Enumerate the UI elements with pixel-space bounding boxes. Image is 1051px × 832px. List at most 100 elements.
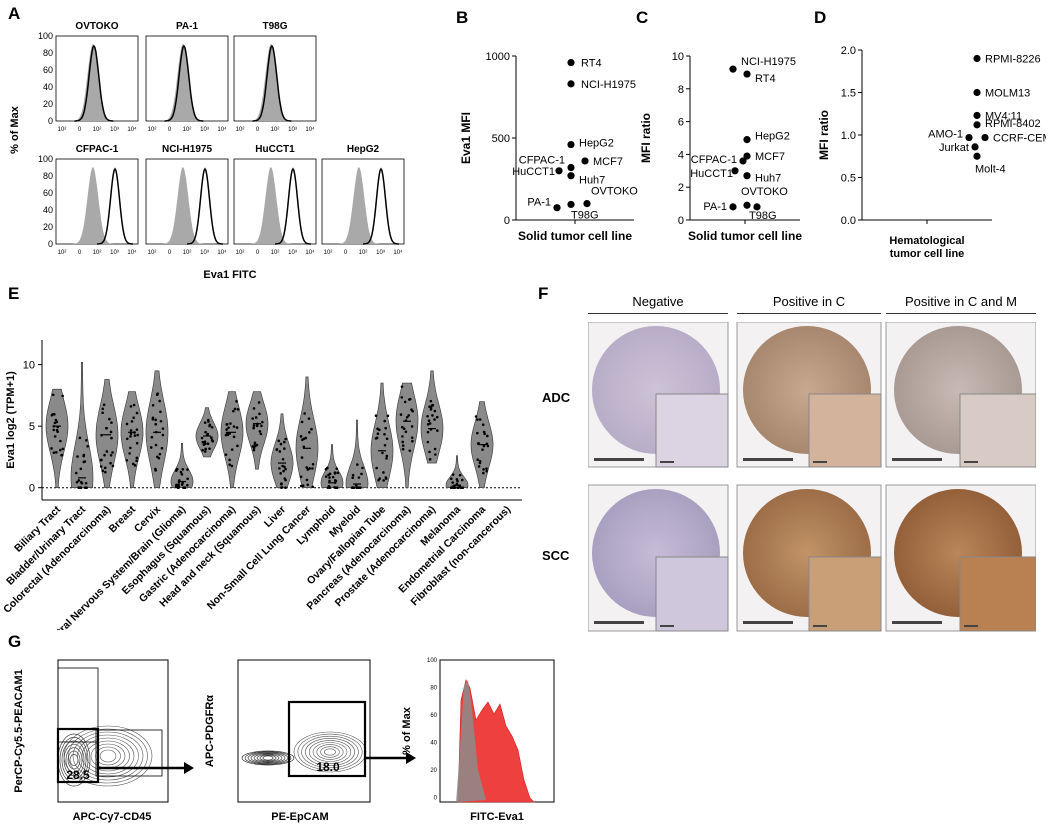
y-tick-label: 0 bbox=[504, 215, 510, 227]
histogram-eva1 bbox=[187, 167, 223, 245]
x-tick-label: 10² bbox=[183, 250, 192, 256]
y-tick-label: 60 bbox=[43, 188, 53, 198]
violin-melanoma bbox=[445, 455, 469, 489]
histogram-isotype bbox=[337, 167, 380, 244]
y-axis-label: MFI ratio bbox=[639, 113, 653, 163]
ihc-header-positive-c-m: Positive in C and M bbox=[905, 294, 1017, 309]
x-tick-label: 10² bbox=[93, 250, 102, 256]
panel-letter-f: F bbox=[538, 284, 549, 303]
panel-letter-b: B bbox=[456, 8, 469, 27]
point-label: RT4 bbox=[581, 58, 602, 70]
x-tick-label: 10³ bbox=[200, 127, 209, 133]
point-label: T98G bbox=[571, 209, 599, 221]
gate-value-2: 18.0 bbox=[316, 760, 340, 774]
point-label: Molt-4 bbox=[975, 163, 1006, 175]
panel-a-x-label: Eva1 FITC bbox=[203, 269, 256, 281]
point-label: RPMI-8226 bbox=[985, 54, 1041, 66]
ihc-scc-positive-c-m bbox=[885, 484, 1036, 632]
data-point-nci-h1975 bbox=[567, 80, 575, 88]
violin-biliary-tract bbox=[45, 388, 69, 488]
x-tick-label: 10² bbox=[236, 127, 245, 133]
point-label: NCI-H1975 bbox=[581, 79, 636, 91]
violin-cervix bbox=[145, 370, 169, 488]
histogram-isotype bbox=[456, 680, 486, 802]
y-tick-label: 80 bbox=[43, 171, 53, 181]
data-point-ovtoko bbox=[743, 201, 751, 209]
y-tick-label: 6 bbox=[678, 117, 684, 129]
flow-plot1-x-label: APC-Cy7-CD45 bbox=[73, 811, 152, 823]
x-axis-label: Solid tumor cell line bbox=[518, 229, 632, 243]
flow-plot1-y-label: PerCP-Cy5.5-PEACAM1 bbox=[13, 669, 25, 792]
gate-value-1: 28.5 bbox=[66, 768, 90, 782]
histogram-t98g: T98G 10² 0 10² 10³ 10⁴ bbox=[233, 21, 317, 133]
x-tick-label: 10³ bbox=[110, 250, 119, 256]
y-tick-label: 0 bbox=[29, 483, 35, 495]
y-tick-label: 20 bbox=[430, 768, 437, 774]
histogram-isotype bbox=[161, 167, 204, 244]
y-tick-label: 100 bbox=[38, 154, 53, 164]
x-tick-label: 10⁴ bbox=[217, 126, 227, 133]
violin-myeloid bbox=[345, 419, 369, 489]
y-tick-label: 0.5 bbox=[841, 173, 856, 185]
point-label: HepG2 bbox=[755, 131, 790, 143]
panel-letter-e: E bbox=[8, 284, 20, 303]
data-point-hepg2 bbox=[743, 136, 751, 144]
histogram-title: OVTOKO bbox=[75, 21, 118, 32]
violin-ovary-fallopian-tube bbox=[370, 382, 394, 488]
x-tick-label: 0 bbox=[256, 127, 260, 133]
histogram-title: PA-1 bbox=[176, 21, 198, 32]
y-tick-label: 500 bbox=[492, 133, 510, 145]
x-axis-label-line1: Hematological bbox=[889, 235, 964, 247]
y-tick-label: 1.5 bbox=[841, 88, 856, 100]
x-tick-label: 0 bbox=[168, 127, 172, 133]
histogram-title: HepG2 bbox=[347, 144, 380, 155]
violin-central-nervous-system-brain-glioma- bbox=[170, 443, 194, 489]
histogram-isotype bbox=[71, 44, 114, 121]
point-label: MCF7 bbox=[593, 156, 623, 168]
panel-b-scatter: 1000 500 0 RT4 NCI-H1975 HepG2 MCF7 CFPAC-1HuCC… bbox=[459, 51, 638, 243]
ihc-header-positive-c: Positive in C bbox=[772, 294, 846, 309]
y-axis-label: MFI ratio bbox=[817, 110, 831, 160]
x-tick-label: 10³ bbox=[200, 250, 209, 256]
x-tick-label: 10⁴ bbox=[127, 249, 137, 256]
y-axis-label: Eva1 log2 (TPM+1) bbox=[5, 371, 17, 469]
category-label: Breast bbox=[107, 503, 139, 535]
ihc-adc-positive-c bbox=[736, 322, 882, 468]
x-tick-label: 10³ bbox=[110, 127, 119, 133]
y-tick-label: 2 bbox=[678, 182, 684, 194]
histogram-isotype bbox=[249, 167, 292, 244]
flow-plot-epcam: 18.0 APC-PDGFRα PE-EpCAM bbox=[204, 659, 371, 823]
flow-plot2-x-label: PE-EpCAM bbox=[271, 811, 328, 823]
data-point-hucct1 bbox=[555, 167, 563, 175]
x-tick-label: 10⁴ bbox=[305, 249, 315, 256]
x-axis-label-line2: tumor cell line bbox=[890, 248, 965, 260]
violin-breast bbox=[120, 391, 144, 488]
y-tick-label: 20 bbox=[43, 222, 53, 232]
x-tick-label: 10² bbox=[183, 127, 192, 133]
point-label: T98G bbox=[749, 210, 777, 222]
point-label: Huh7 bbox=[755, 173, 781, 185]
ihc-row-scc: SCC bbox=[542, 548, 570, 563]
violin-lymphoid bbox=[320, 444, 344, 489]
y-tick-label: 60 bbox=[430, 713, 437, 719]
panel-a-y-label: % of Max bbox=[9, 105, 21, 154]
violin-head-and-neck-squamous- bbox=[245, 391, 269, 470]
data-point-mcf7 bbox=[581, 157, 589, 165]
data-point-t98g bbox=[567, 200, 575, 209]
violin-pancreas-adenocarcinoma- bbox=[395, 382, 419, 488]
x-tick-label: 10³ bbox=[288, 127, 297, 133]
y-tick-label: 100 bbox=[38, 31, 53, 41]
histogram-nci-h1975: NCI-H1975 10² 0 10² 10³ 10⁴ bbox=[145, 144, 229, 256]
data-point-mv4-11 bbox=[973, 111, 981, 120]
panel-c-scatter: 10 8 6 4 2 0 NCI-H1975 RT4 HepG2 MCF7 CFPAC-1 HuCCT… bbox=[639, 51, 802, 243]
violin-esophagus-squamous- bbox=[195, 407, 219, 458]
y-tick-label: 1000 bbox=[486, 51, 510, 63]
panel-letter-d: D bbox=[814, 8, 827, 27]
data-point-huh7 bbox=[567, 172, 575, 180]
histogram-title: HuCCT1 bbox=[255, 144, 295, 155]
violin-non-small-cell-lung-cancer bbox=[295, 376, 319, 489]
y-tick-label: 100 bbox=[427, 658, 438, 664]
x-tick-label: 10³ bbox=[376, 250, 385, 256]
x-tick-label: 10⁴ bbox=[127, 126, 137, 133]
histogram-eva1 bbox=[275, 167, 311, 245]
